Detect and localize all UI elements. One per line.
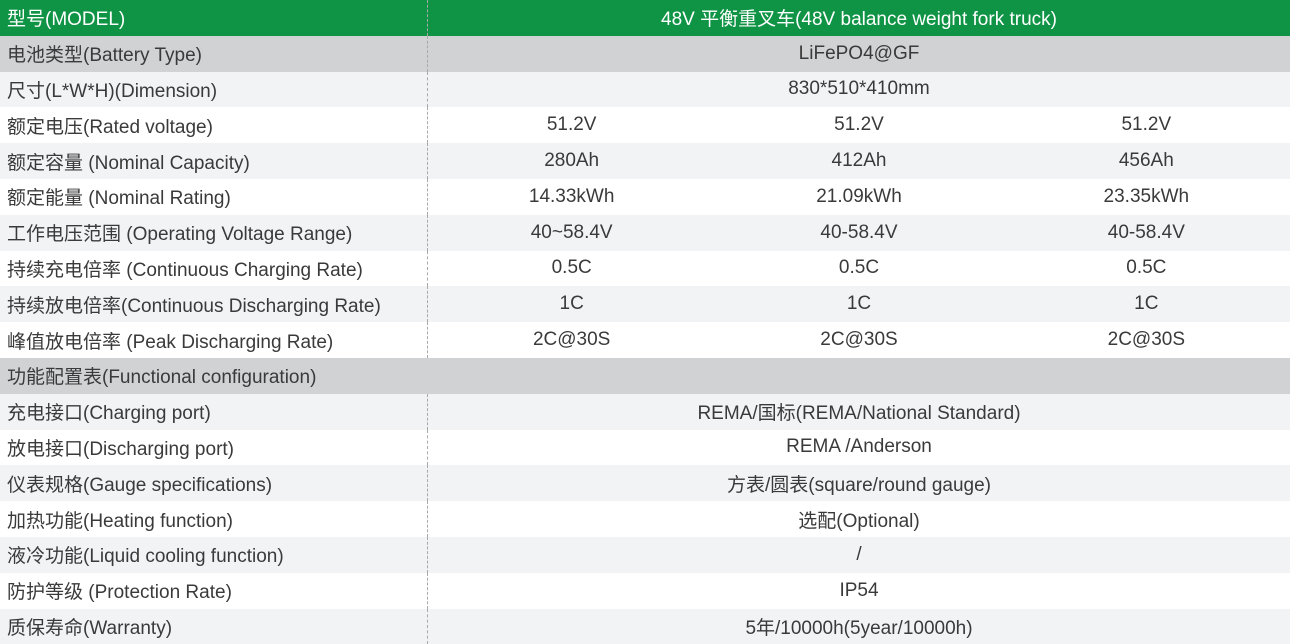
row-value: REMA /Anderson (786, 436, 932, 458)
table-row: 电池类型(Battery Type) LiFePO4@GF (0, 35, 1290, 72)
row-label: 尺寸(L*W*H)(Dimension) (0, 71, 428, 108)
row-value: 412Ah (831, 150, 887, 172)
row-value: 0.5C (1126, 257, 1167, 279)
table-row: 持续放电倍率(Continuous Discharging Rate) 1C 1C 1… (0, 286, 1290, 323)
row-label: 额定电压(Rated voltage) (0, 107, 428, 144)
row-value: 5年/10000h(5year/10000h) (745, 617, 973, 639)
row-value: 选配(Optional) (798, 510, 920, 532)
table-row: 仪表规格(Gauge specifications) 方表/圆表(square/r… (0, 465, 1290, 502)
row-value: 51.2V (1121, 114, 1172, 136)
header-row: 型号(MODEL) 48V 平衡重叉车(48V balance weight f… (0, 0, 1290, 36)
table-row: 防护等级 (Protection Rate) IP54 (0, 572, 1290, 609)
section-header-row: 功能配置表(Functional configuration) (0, 357, 1290, 394)
row-value: 1C (1134, 293, 1159, 315)
row-label: 持续放电倍率(Continuous Discharging Rate) (0, 286, 428, 323)
row-label: 加热功能(Heating function) (0, 501, 428, 537)
row-label: 额定能量 (Nominal Rating) (0, 178, 428, 215)
table-row: 额定能量 (Nominal Rating) 14.33kWh 21.09kWh 23.… (0, 178, 1290, 215)
row-value: IP54 (839, 579, 879, 601)
table-row: 额定容量 (Nominal Capacity) 280Ah 412Ah 456Ah (0, 143, 1290, 179)
row-label: 充电接口(Charging port) (0, 393, 428, 430)
row-value: 2C@30S (1107, 329, 1186, 351)
row-value: 0.5C (838, 257, 880, 279)
row-label: 电池类型(Battery Type) (0, 35, 428, 72)
row-value: 51.2V (546, 114, 597, 136)
row-label: 工作电压范围 (Operating Voltage Range) (0, 214, 428, 251)
table-row: 放电接口(Discharging port) REMA /Anderson (0, 429, 1290, 466)
row-value: 830*510*410mm (788, 78, 930, 100)
row-value: 1C (559, 293, 584, 315)
table-row: 额定电压(Rated voltage) 51.2V 51.2V 51.2V (0, 107, 1290, 144)
row-value: 51.2V (834, 114, 884, 136)
row-label: 液冷功能(Liquid cooling function) (0, 536, 428, 573)
row-value: 456Ah (1118, 150, 1174, 172)
row-value: LiFePO4@GF (798, 42, 920, 64)
row-value: 280Ah (544, 150, 600, 172)
row-value: 2C@30S (820, 329, 898, 351)
row-label: 持续充电倍率 (Continuous Charging Rate) (0, 250, 428, 287)
row-value: 2C@30S (532, 329, 611, 351)
row-label: 功能配置表(Functional configuration) (7, 367, 317, 389)
row-value: / (856, 543, 862, 565)
row-value: 40~58.4V (530, 221, 613, 243)
row-value: 21.09kWh (816, 185, 902, 207)
model-value: 48V 平衡重叉车(48V balance weight fork truck) (661, 9, 1057, 31)
row-value: 1C (846, 293, 872, 315)
row-value: 40-58.4V (1107, 221, 1185, 243)
row-label: 防护等级 (Protection Rate) (0, 572, 428, 609)
row-value: 14.33kWh (528, 185, 615, 207)
table-row: 充电接口(Charging port) REMA/国标(REMA/National… (0, 393, 1290, 430)
row-value: 23.35kWh (1103, 185, 1190, 207)
table-row: 质保寿命(Warranty) 5年/10000h(5year/10000h) (0, 608, 1290, 644)
model-label: 型号(MODEL) (0, 0, 428, 36)
table-row: 持续充电倍率 (Continuous Charging Rate) 0.5C 0.5… (0, 250, 1290, 287)
table-row: 液冷功能(Liquid cooling function) / (0, 536, 1290, 573)
row-label: 仪表规格(Gauge specifications) (0, 465, 428, 502)
row-value: 方表/圆表(square/round gauge) (726, 474, 991, 496)
row-label: 额定容量 (Nominal Capacity) (0, 143, 428, 179)
row-label: 质保寿命(Warranty) (0, 608, 428, 644)
row-label: 放电接口(Discharging port) (0, 429, 428, 466)
table-row: 加热功能(Heating function) 选配(Optional) (0, 501, 1290, 537)
table-row: 峰值放电倍率 (Peak Discharging Rate) 2C@30S 2C@3… (0, 322, 1290, 358)
row-label: 峰值放电倍率 (Peak Discharging Rate) (0, 322, 428, 358)
table-row: 尺寸(L*W*H)(Dimension) 830*510*410mm (0, 71, 1290, 108)
table-row: 工作电压范围 (Operating Voltage Range) 40~58.4V… (0, 214, 1290, 251)
row-value: 40-58.4V (820, 221, 898, 243)
row-value: REMA/国标(REMA/National Standard) (697, 403, 1021, 425)
row-value: 0.5C (551, 257, 592, 279)
